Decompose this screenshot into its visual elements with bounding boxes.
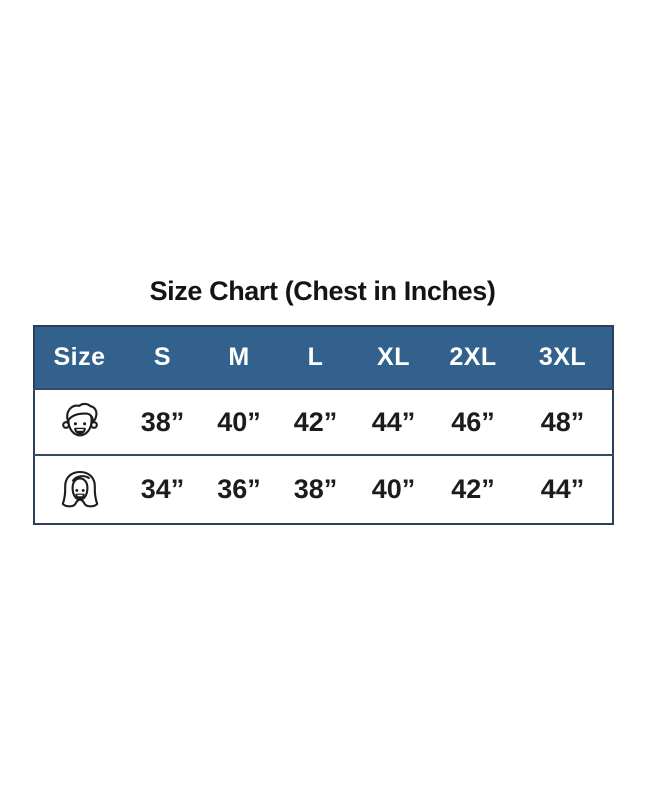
header-row: Size S M L XL 2XL 3XL: [34, 326, 613, 389]
women-size-s: 34”: [124, 454, 201, 524]
men-size-2xl: 46”: [433, 388, 513, 455]
men-row-icon-cell: [34, 388, 124, 455]
col-header-xl: XL: [354, 326, 433, 389]
women-size-m: 36”: [201, 454, 277, 524]
women-size-2xl: 42”: [433, 454, 513, 524]
women-sizes-row: 34” 36” 38” 40” 42” 44”: [34, 454, 613, 524]
man-face-icon: [61, 402, 98, 437]
col-header-l: L: [277, 326, 354, 389]
women-size-3xl: 44”: [513, 454, 613, 524]
men-size-3xl: 48”: [513, 388, 613, 455]
women-size-xl: 40”: [354, 454, 433, 524]
size-chart-table: Size S M L XL 2XL 3XL: [33, 325, 614, 525]
women-size-l: 38”: [277, 454, 354, 524]
men-sizes-row: 38” 40” 42” 44” 46” 48”: [34, 388, 613, 455]
men-size-s: 38”: [124, 388, 201, 455]
men-size-m: 40”: [201, 388, 277, 455]
col-header-m: M: [201, 326, 277, 389]
men-size-l: 42”: [277, 388, 354, 455]
col-header-s: S: [124, 326, 201, 389]
col-header-3xl: 3XL: [513, 326, 613, 389]
col-header-size: Size: [34, 326, 124, 389]
page-title: Size Chart (Chest in Inches): [149, 276, 496, 306]
men-size-xl: 44”: [354, 388, 433, 455]
women-row-icon-cell: [34, 454, 124, 524]
col-header-2xl: 2XL: [433, 326, 513, 389]
woman-face-icon: [61, 470, 98, 507]
